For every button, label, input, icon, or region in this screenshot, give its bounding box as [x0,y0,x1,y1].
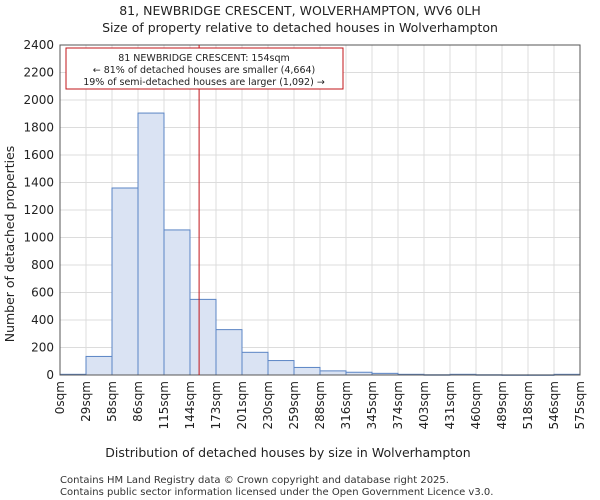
y-tick-label: 600 [31,286,54,300]
histogram-bar [267,360,295,376]
y-tick-label: 1000 [23,231,54,245]
x-tick-label: 518sqm [521,381,535,429]
footer-line-1: Contains HM Land Registry data © Crown c… [60,475,449,486]
annotation-frame [65,47,344,90]
y-axis-ticks: 0 200 400 600 800 1000 1200 1400 1600 1800 2000 220… [23,38,54,382]
x-tick-label: 288sqm [313,381,327,429]
y-tick-label: 800 [31,258,54,272]
x-tick-label: 431sqm [443,381,457,429]
x-tick-label: 403sqm [417,381,431,429]
x-tick-label: 144sqm [183,381,197,429]
chart-title: 81, NEWBRIDGE CRESCENT, WOLVERHAMPTON, W… [119,3,481,18]
annotation-box: 81 NEWBRIDGE CRESCENT: 154sqm ← 81% of d… [65,47,344,90]
x-tick-label: 230sqm [261,381,275,429]
histogram-bar [111,187,139,376]
chart-subtitle: Size of property relative to detached ho… [102,20,498,35]
histogram-bar [293,366,321,376]
y-tick-label: 1200 [23,203,54,217]
x-tick-label: 345sqm [365,381,379,429]
x-tick-label: 173sqm [209,381,223,429]
x-tick-label: 316sqm [339,381,353,429]
histogram-bar [241,351,269,376]
annotation-line-2: ← 81% of detached houses are smaller (4,… [93,65,316,76]
x-axis-title: Distribution of detached houses by size … [105,445,471,460]
x-tick-label: 546sqm [547,381,561,429]
y-tick-label: 400 [31,313,54,327]
plot-frame [59,44,581,376]
histogram-bar [215,329,243,376]
histogram-bar [137,112,165,376]
y-axis-title: Number of detached properties [2,146,17,343]
x-tick-label: 575sqm [573,381,587,429]
histogram-bar [163,229,191,376]
annotation-line-3: 19% of semi-detached houses are larger (… [83,77,325,88]
x-tick-label: 460sqm [469,381,483,429]
histogram-bar [189,298,217,376]
y-tick-label: 200 [31,341,54,355]
y-tick-label: 2200 [23,66,54,80]
x-tick-label: 86sqm [131,381,145,422]
y-tick-label: 1400 [23,176,54,190]
y-tick-label: 1600 [23,148,54,162]
y-tick-label: 1800 [23,121,54,135]
x-tick-label: 374sqm [391,381,405,429]
x-tick-label: 29sqm [79,381,93,422]
histogram-bar [319,370,347,376]
histogram-bar [85,355,113,376]
x-axis-ticks: 0sqm 29sqm 58sqm 86sqm 115sqm 144sqm 173sqm 201… [53,381,587,429]
x-tick-label: 58sqm [105,381,119,422]
x-tick-label: 259sqm [287,381,301,429]
x-tick-label: 0sqm [53,381,67,414]
x-tick-label: 489sqm [495,381,509,429]
y-tick-label: 0 [46,368,54,382]
annotation-line-1: 81 NEWBRIDGE CRESCENT: 154sqm [118,53,290,64]
bars [59,112,581,376]
x-tick-label: 115sqm [157,381,171,429]
y-tick-label: 2000 [23,93,54,107]
footer-line-2: Contains public sector information licen… [60,487,493,498]
x-tick-label: 201sqm [235,381,249,429]
y-tick-label: 2400 [23,38,54,52]
